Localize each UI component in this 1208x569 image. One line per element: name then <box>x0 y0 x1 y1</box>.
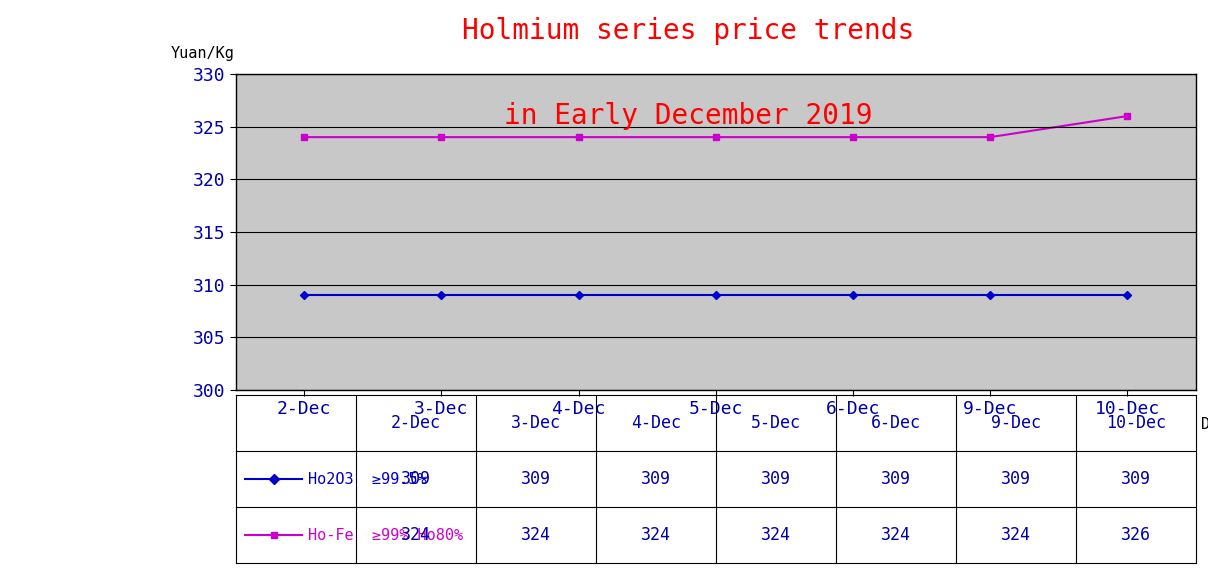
Text: Ho-Fe  ≥99% Ho80%: Ho-Fe ≥99% Ho80% <box>308 528 463 543</box>
Text: 6-Dec: 6-Dec <box>871 414 920 432</box>
Text: 309: 309 <box>521 471 551 488</box>
Text: 324: 324 <box>1001 526 1030 545</box>
Text: 3-Dec: 3-Dec <box>511 414 561 432</box>
Text: 10-Dec: 10-Dec <box>1105 414 1166 432</box>
Text: 309: 309 <box>1121 471 1151 488</box>
Text: 324: 324 <box>881 526 911 545</box>
Text: 324: 324 <box>521 526 551 545</box>
Text: 324: 324 <box>401 526 430 545</box>
Text: 326: 326 <box>1121 526 1151 545</box>
Text: 5-Dec: 5-Dec <box>750 414 801 432</box>
Text: Date: Date <box>1201 417 1208 432</box>
Text: 9-Dec: 9-Dec <box>991 414 1041 432</box>
Text: 324: 324 <box>640 526 670 545</box>
Text: 324: 324 <box>761 526 791 545</box>
Text: in Early December 2019: in Early December 2019 <box>504 102 873 130</box>
Text: Ho2O3  ≥99.5%: Ho2O3 ≥99.5% <box>308 472 426 487</box>
Text: Holmium series price trends: Holmium series price trends <box>463 17 914 45</box>
Text: 309: 309 <box>401 471 430 488</box>
Text: Yuan/Kg: Yuan/Kg <box>170 46 234 61</box>
Text: 309: 309 <box>640 471 670 488</box>
Text: 309: 309 <box>881 471 911 488</box>
Text: 4-Dec: 4-Dec <box>631 414 681 432</box>
Text: 309: 309 <box>761 471 791 488</box>
Text: 309: 309 <box>1001 471 1030 488</box>
Text: 2-Dec: 2-Dec <box>390 414 441 432</box>
